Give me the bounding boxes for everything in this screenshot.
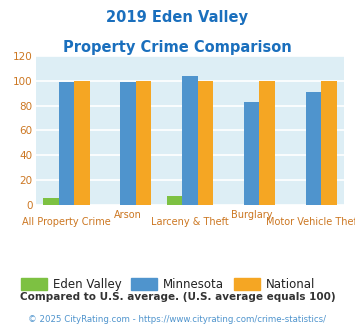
Bar <box>167 196 182 205</box>
Text: 2019 Eden Valley: 2019 Eden Valley <box>106 10 248 25</box>
Text: Burglary: Burglary <box>231 210 272 219</box>
Bar <box>260 81 275 205</box>
Legend: Eden Valley, Minnesota, National: Eden Valley, Minnesota, National <box>17 273 320 295</box>
Bar <box>198 81 213 205</box>
Bar <box>306 92 321 205</box>
Bar <box>120 82 136 205</box>
Text: © 2025 CityRating.com - https://www.cityrating.com/crime-statistics/: © 2025 CityRating.com - https://www.city… <box>28 315 327 324</box>
Bar <box>244 102 260 205</box>
Text: All Property Crime: All Property Crime <box>22 217 111 227</box>
Text: Motor Vehicle Theft: Motor Vehicle Theft <box>266 217 355 227</box>
Text: Larceny & Theft: Larceny & Theft <box>151 217 229 227</box>
Bar <box>59 82 74 205</box>
Text: Property Crime Comparison: Property Crime Comparison <box>63 40 292 54</box>
Text: Arson: Arson <box>114 210 142 219</box>
Bar <box>321 81 337 205</box>
Text: Compared to U.S. average. (U.S. average equals 100): Compared to U.S. average. (U.S. average … <box>20 292 335 302</box>
Bar <box>136 81 151 205</box>
Bar <box>182 76 198 205</box>
Bar <box>43 198 59 205</box>
Bar <box>74 81 89 205</box>
